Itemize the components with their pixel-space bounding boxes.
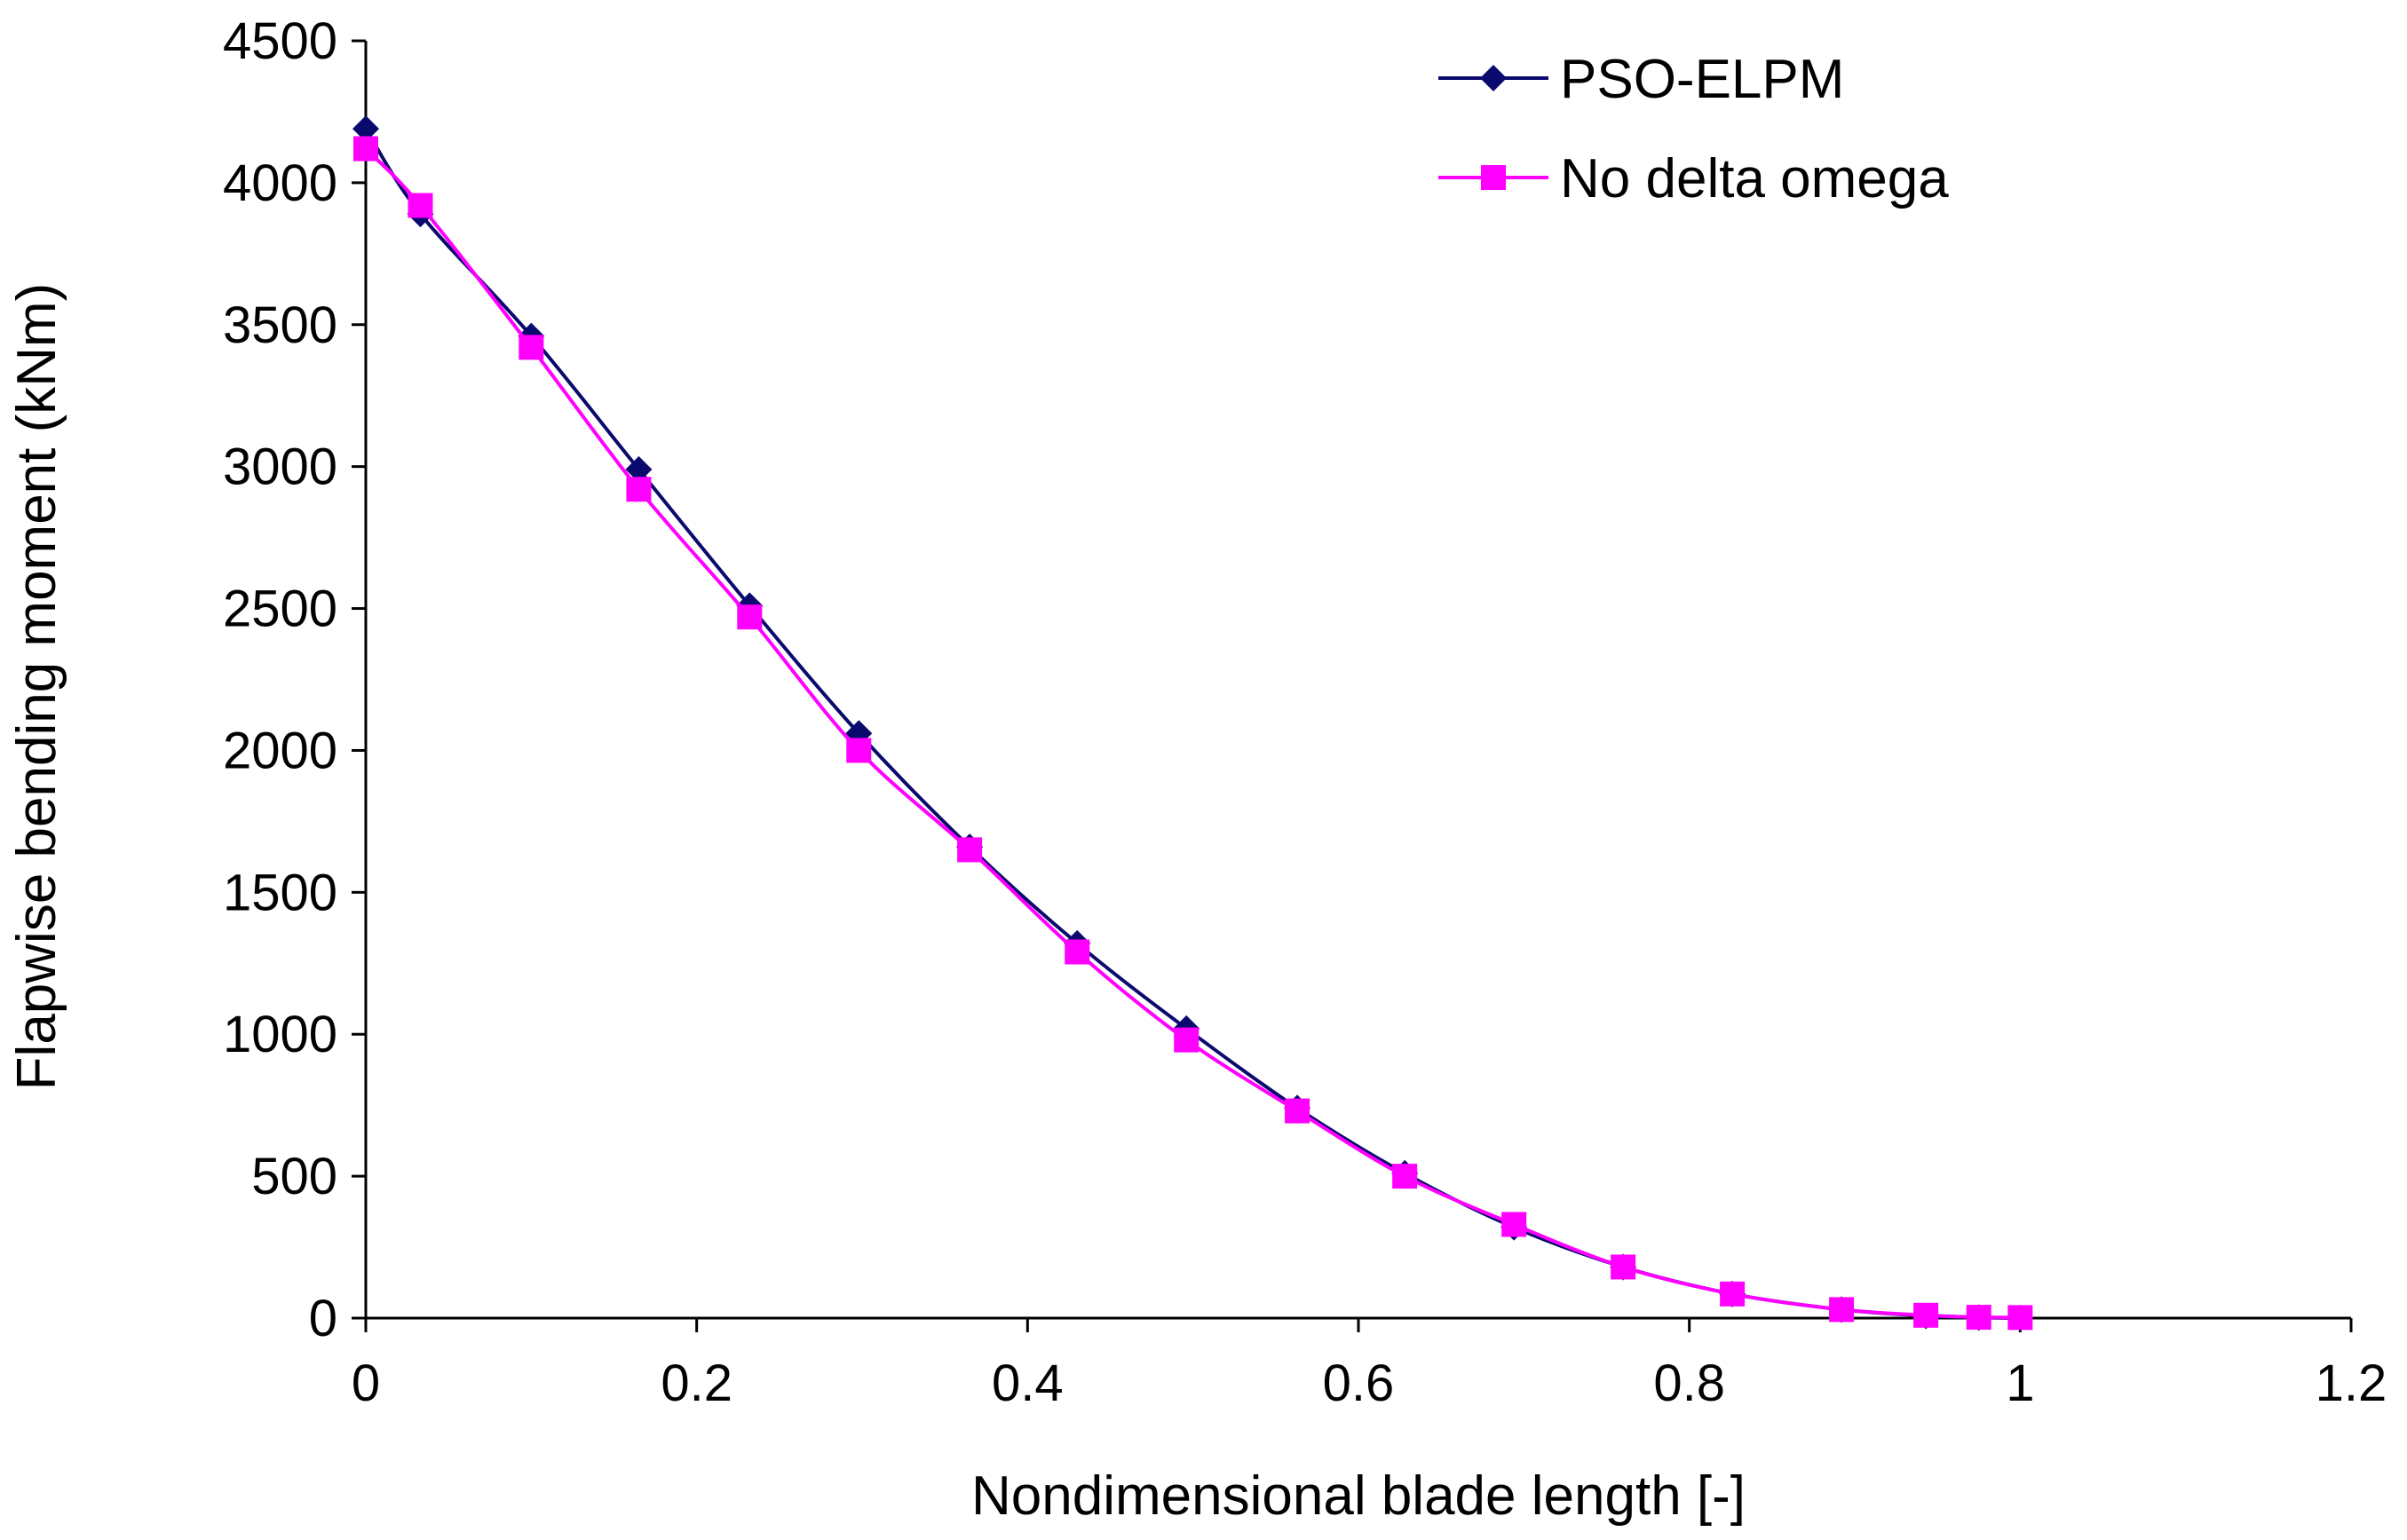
y-tick-label: 4000: [223, 154, 337, 212]
y-tick-label: 3000: [223, 438, 337, 496]
data-point-square: [353, 136, 378, 162]
series-pso-elpm: [352, 115, 2034, 1331]
data-point-square: [957, 837, 983, 863]
data-point-square: [1501, 1212, 1527, 1237]
data-point-square: [626, 477, 652, 502]
series-line: [364, 128, 2021, 1320]
data-point-square: [1966, 1305, 1991, 1331]
y-tick-label: 0: [309, 1290, 337, 1347]
y-tick-label: 3500: [223, 296, 337, 354]
data-point-square: [1065, 939, 1090, 965]
y-tick-label: 1500: [223, 864, 337, 921]
x-tick-label: 1.2: [2316, 1354, 2387, 1412]
x-tick-label: 0.6: [1323, 1354, 1395, 1412]
x-tick-label: 0: [352, 1354, 380, 1412]
data-point-square: [1285, 1098, 1310, 1124]
y-tick-label: 4500: [223, 12, 337, 70]
data-point-square: [408, 193, 433, 218]
legend-label: PSO-ELPM: [1560, 49, 1844, 110]
series-line: [364, 147, 2021, 1320]
x-tick-label: 1: [2006, 1354, 2034, 1412]
data-point-square: [846, 738, 872, 763]
legend-item: No delta omega: [1438, 148, 1949, 209]
axes: 0 500 1000 1500 2000 2500 3000 3500 4000 4500 0 0.2…: [6, 12, 2387, 1527]
data-point-square: [1913, 1302, 1939, 1328]
data-point-square: [1392, 1164, 1418, 1189]
series-group: [352, 115, 2034, 1331]
data-point-diamond: [352, 115, 379, 143]
x-tick-label: 0.4: [992, 1354, 1064, 1412]
legend-label: No delta omega: [1560, 148, 1949, 209]
legend-item: PSO-ELPM: [1438, 49, 1844, 110]
data-point-square: [737, 604, 763, 630]
y-tick-label: 1000: [223, 1006, 337, 1063]
x-axis-title: Nondimensional blade length [-]: [971, 1465, 1746, 1527]
data-point-square: [1611, 1254, 1636, 1280]
data-point-square: [1174, 1027, 1200, 1053]
data-point-square: [1481, 165, 1506, 190]
y-axis-title: Flapwise bending moment (kNm): [6, 283, 67, 1091]
legend: PSO-ELPM No delta omega: [1438, 49, 1949, 209]
y-tick-label: 2000: [223, 722, 337, 779]
data-point-diamond: [625, 455, 653, 483]
x-tick-label: 0.8: [1653, 1354, 1725, 1412]
data-point-square: [2007, 1305, 2033, 1331]
y-tick-label: 2500: [223, 580, 337, 638]
series-no-delta-omega: [353, 136, 2033, 1331]
data-point-square: [1720, 1281, 1746, 1307]
data-point-square: [1829, 1297, 1855, 1323]
data-point-square: [519, 335, 544, 360]
y-tick-label: 500: [251, 1148, 337, 1205]
data-point-diamond: [1480, 65, 1507, 91]
x-tick-label: 0.2: [661, 1354, 732, 1412]
